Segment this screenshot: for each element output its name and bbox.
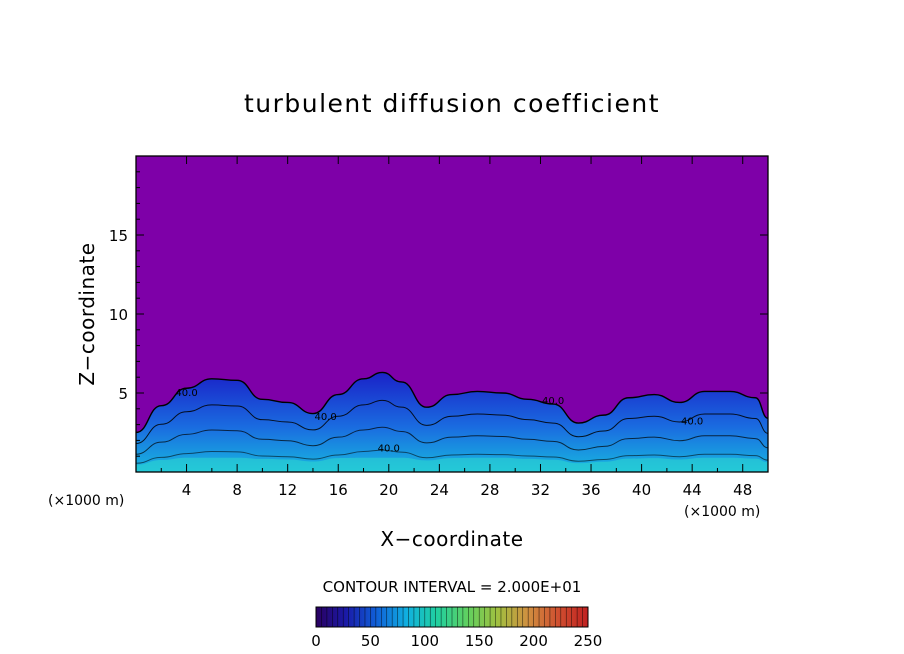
y-tick-label: 15 xyxy=(109,227,128,245)
colorbar: 0 50 100 150 200 250 xyxy=(311,606,602,650)
y-axis-label: Z−coordinate xyxy=(75,242,99,385)
contour-label: 40.0 xyxy=(175,388,197,399)
colorbar-tick-label: 100 xyxy=(410,632,439,650)
contour-label: 40.0 xyxy=(681,417,703,428)
x-tick-label: 40 xyxy=(632,481,651,499)
x-tick-label: 16 xyxy=(329,481,348,499)
y-axis-ticks: 5 10 15 xyxy=(109,171,768,457)
x-tick-label: 28 xyxy=(480,481,499,499)
x-tick-label: 48 xyxy=(733,481,752,499)
contour-label: 40.0 xyxy=(314,412,336,423)
x-tick-label: 12 xyxy=(278,481,297,499)
contour-outer xyxy=(136,371,768,434)
contour-line xyxy=(136,426,768,455)
contour-label: 40.0 xyxy=(378,443,400,454)
x-axis-ticks: 4 8 12 16 20 24 28 32 36 40 44 48 xyxy=(160,156,752,499)
colorbar-tick-label: 250 xyxy=(574,632,603,650)
x-tick-label: 24 xyxy=(430,481,449,499)
y-tick-label: 10 xyxy=(109,306,128,324)
turbulent-layer: 40.0 40.0 40.0 40.0 40.0 xyxy=(136,371,768,472)
colorbar-stripes xyxy=(321,607,583,627)
x-tick-label: 8 xyxy=(232,481,242,499)
colorbar-tick-label: 200 xyxy=(519,632,548,650)
colorbar-tick-label: 50 xyxy=(361,632,380,650)
surface-band xyxy=(136,457,768,472)
x-unit-left: (×1000 m) xyxy=(48,493,124,509)
colorbar-ticks: 0 50 100 150 200 250 xyxy=(311,632,602,650)
x-tick-label: 4 xyxy=(182,481,192,499)
x-tick-label: 32 xyxy=(531,481,550,499)
y-tick-label: 5 xyxy=(118,385,128,403)
chart-title: turbulent diffusion coefficient xyxy=(244,89,660,118)
plot-area: 40.040.040.040.040.0 4 8 12 16 20 24 28 32 36 40 4… xyxy=(109,155,769,499)
contour-line xyxy=(136,399,768,445)
contour-label: 40.0 xyxy=(542,396,564,407)
x-tick-label: 20 xyxy=(379,481,398,499)
contour-line xyxy=(136,449,768,464)
x-tick-label: 36 xyxy=(581,481,600,499)
colorbar-tick-label: 150 xyxy=(465,632,494,650)
colorbar-tick-label: 0 xyxy=(311,632,321,650)
layer-fill xyxy=(136,372,768,472)
x-axis-label: X−coordinate xyxy=(380,527,523,551)
x-tick-label: 44 xyxy=(683,481,702,499)
x-unit-right: (×1000 m) xyxy=(684,504,760,520)
contour-interval: CONTOUR INTERVAL = 2.000E+01 xyxy=(323,578,582,596)
